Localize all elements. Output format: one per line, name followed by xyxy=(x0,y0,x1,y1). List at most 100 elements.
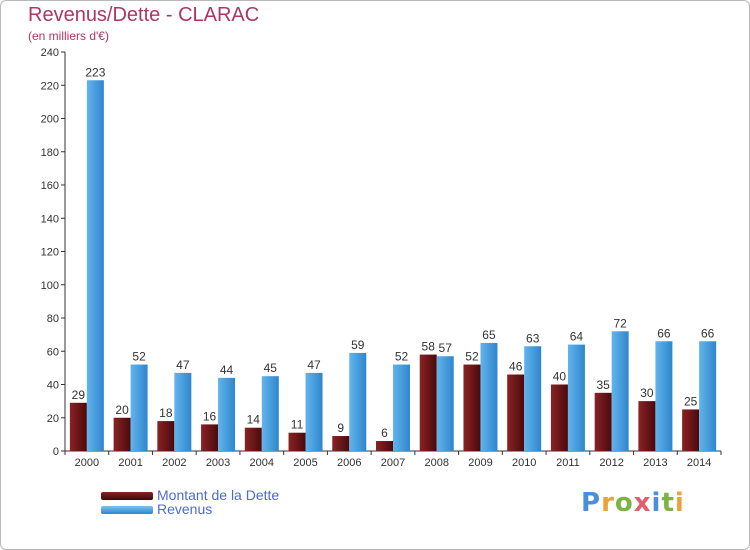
y-tick-label: 100 xyxy=(41,280,59,292)
data-label-debt: 25 xyxy=(684,394,698,408)
bar-debt xyxy=(69,402,87,451)
data-label-debt: 18 xyxy=(159,406,173,420)
bar-revenue xyxy=(86,80,104,451)
data-label-revenue: 63 xyxy=(526,331,540,345)
data-label-revenue: 223 xyxy=(85,65,105,79)
y-tick-label: 140 xyxy=(41,213,59,225)
x-tick-label: 2008 xyxy=(424,457,448,469)
legend-swatch-revenue xyxy=(101,506,153,514)
y-tick-label: 180 xyxy=(41,147,59,159)
bar-debt xyxy=(682,409,700,451)
bar-debt xyxy=(113,417,131,451)
data-label-debt: 16 xyxy=(203,409,217,423)
legend-label-debt: Montant de la Dette xyxy=(157,487,280,503)
bar-revenue xyxy=(130,364,148,451)
x-tick-label: 2012 xyxy=(599,457,623,469)
bar-debt xyxy=(550,384,568,451)
data-label-revenue: 52 xyxy=(132,350,146,364)
legend-label-revenue: Revenus xyxy=(157,501,213,517)
bar-debt xyxy=(594,392,612,451)
bar-revenue xyxy=(480,342,498,451)
x-tick-label: 2000 xyxy=(75,457,99,469)
legend-swatch-debt xyxy=(101,492,153,500)
brand-logo: Proxiti xyxy=(581,488,685,518)
y-tick-label: 20 xyxy=(47,413,59,425)
data-label-debt: 58 xyxy=(422,340,436,354)
bar-revenue xyxy=(174,372,192,451)
y-tick-label: 160 xyxy=(41,180,59,192)
bar-revenue xyxy=(436,356,454,451)
bar-debt xyxy=(507,374,525,451)
bar-revenue xyxy=(699,341,717,451)
x-axis: 2000 2001 2002 2003 2004 2005 2006 2007 2008 2009… xyxy=(64,450,722,469)
brand-logo-letter: t xyxy=(661,488,675,518)
bar-debt xyxy=(638,401,656,451)
x-tick-label: 2007 xyxy=(381,457,405,469)
data-label-debt: 20 xyxy=(115,403,129,417)
bar-revenue xyxy=(567,344,585,451)
y-tick-label: 120 xyxy=(41,247,59,259)
data-label-debt: 29 xyxy=(72,388,86,402)
brand-logo-letter: P xyxy=(581,488,602,518)
brand-logo-letter: o xyxy=(614,488,634,518)
y-tick-label: 60 xyxy=(47,346,59,358)
y-tick-label: 240 xyxy=(41,47,59,59)
x-tick-label: 2003 xyxy=(206,457,230,469)
data-label-debt: 11 xyxy=(291,418,304,432)
x-tick-label: 2014 xyxy=(687,457,711,469)
y-tick-label: 40 xyxy=(47,380,59,392)
x-tick-label: 2011 xyxy=(556,457,580,469)
data-label-debt: 9 xyxy=(337,421,344,435)
bar-debt xyxy=(157,421,175,451)
y-tick-label: 80 xyxy=(47,313,59,325)
bar-debt xyxy=(288,432,306,451)
data-label-debt: 52 xyxy=(465,350,479,364)
y-tick-label: 0 xyxy=(53,446,59,458)
bar-revenue xyxy=(218,377,236,451)
data-label-revenue: 64 xyxy=(570,330,584,344)
data-label-revenue: 44 xyxy=(220,363,234,377)
brand-logo-letter: r xyxy=(601,488,615,518)
data-label-debt: 6 xyxy=(381,426,388,440)
bar-debt xyxy=(201,424,219,451)
chart-title: Revenus/Dette - CLARAC xyxy=(28,4,260,26)
data-label-revenue: 66 xyxy=(701,326,715,340)
bar-debt xyxy=(463,364,481,451)
bar-debt xyxy=(332,436,350,451)
data-label-debt: 46 xyxy=(509,360,523,374)
bar-revenue xyxy=(611,331,629,451)
brand-logo-letter: x xyxy=(633,488,652,518)
bar-debt xyxy=(244,427,262,451)
data-label-debt: 35 xyxy=(596,378,610,392)
y-tick-label: 200 xyxy=(41,114,59,126)
data-label-revenue: 72 xyxy=(613,316,627,330)
data-label-debt: 40 xyxy=(553,370,567,384)
x-tick-label: 2006 xyxy=(337,457,361,469)
bar-revenue xyxy=(349,352,367,451)
data-label-revenue: 47 xyxy=(307,358,321,372)
bar-revenue xyxy=(305,372,323,451)
x-tick-label: 2002 xyxy=(162,457,186,469)
bar-revenue xyxy=(261,376,279,451)
x-tick-label: 2010 xyxy=(512,457,536,469)
y-axis: 0 20 40 60 80 100 120 140 160 180 200 220 240 xyxy=(41,47,66,458)
y-tick-label: 220 xyxy=(41,80,59,92)
x-tick-label: 2009 xyxy=(468,457,492,469)
x-tick-label: 2001 xyxy=(118,457,142,469)
brand-logo-letter: i xyxy=(674,488,685,518)
data-label-revenue: 52 xyxy=(395,350,409,364)
chart-subtitle: (en milliers d'€) xyxy=(28,29,109,43)
bar-revenue xyxy=(655,341,673,451)
x-tick-label: 2004 xyxy=(250,457,274,469)
data-label-revenue: 45 xyxy=(264,361,278,375)
data-label-debt: 30 xyxy=(640,386,654,400)
data-label-revenue: 65 xyxy=(482,328,496,342)
data-label-revenue: 66 xyxy=(657,326,671,340)
brand-logo-letter: i xyxy=(651,488,662,518)
data-label-revenue: 59 xyxy=(351,338,365,352)
x-tick-label: 2013 xyxy=(643,457,667,469)
data-label-revenue: 57 xyxy=(439,341,453,355)
